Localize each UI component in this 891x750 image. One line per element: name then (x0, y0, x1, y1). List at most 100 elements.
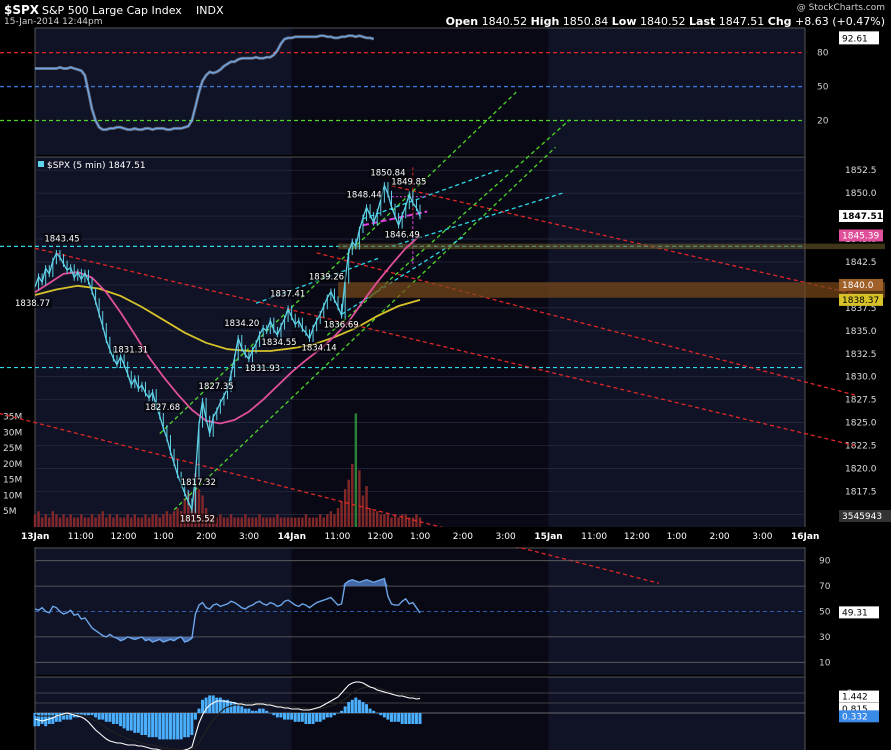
annotation-label: 1834.14 (301, 344, 336, 354)
macd-histogram-bar (372, 710, 376, 713)
macd-histogram-bar (154, 713, 158, 738)
macd-histogram-bar (215, 697, 219, 713)
macd-histogram-bar (411, 713, 415, 724)
volume-bar (304, 514, 308, 527)
volume-bar (80, 514, 83, 527)
ma-pink-line (34, 234, 421, 425)
volume-bar (286, 517, 290, 527)
top-value-tag (839, 31, 879, 45)
volume-bar (219, 514, 222, 527)
volume-bar (73, 517, 76, 527)
macd-histogram-bar (329, 713, 333, 718)
macd-line (34, 681, 421, 750)
macd-histogram-bar (158, 713, 162, 740)
volume-bar (97, 514, 101, 527)
macd-value-label-2: 0.332 (842, 712, 868, 722)
low-value: 1840.52 (640, 15, 686, 28)
volume-bar (343, 489, 347, 527)
volume-bar (144, 514, 147, 527)
annotation-label: 1815.52 (180, 515, 215, 525)
volume-bar (290, 517, 293, 527)
volume-bar (126, 514, 129, 527)
volume-bar (105, 517, 108, 527)
exchange-label: INDX (196, 4, 224, 17)
annotation-bg (43, 233, 82, 244)
volume-bar (322, 517, 325, 527)
volume-bar (62, 514, 65, 527)
main-ytick-1842.5: 1842.5 (845, 258, 877, 268)
series-legend-title: $SPX (5 min) 1847.51 (47, 161, 146, 171)
annotation-label: 1839.26 (309, 273, 344, 283)
macd-histogram-bar (218, 697, 222, 713)
volume-bar (368, 508, 372, 527)
macd-histogram-bar (382, 713, 386, 718)
volume-bar (372, 511, 375, 527)
annotation-label: 1834.20 (224, 319, 259, 329)
macd-histogram-bar (193, 713, 197, 720)
macd-histogram-bar (79, 713, 83, 716)
annotation-bg (390, 176, 429, 187)
chg-value: +8.63 (+0.47%) (795, 15, 885, 28)
macd-histogram-bar (133, 713, 137, 733)
macd-histogram-bar (407, 713, 411, 724)
macd-histogram-bar (101, 713, 105, 720)
macd-histogram-bar (332, 713, 336, 716)
main-ytick-1852.5: 1852.5 (845, 166, 877, 176)
macd-histogram-bar (208, 695, 212, 713)
rsi-level-label-90: 90 (819, 557, 831, 567)
macd-histogram-bar (343, 706, 347, 713)
volume-bar (151, 514, 154, 527)
main-ytick-1825.0: 1825.0 (845, 419, 877, 429)
volume-bar (301, 517, 304, 527)
volume-bar (358, 470, 361, 527)
annotation-bg (345, 189, 384, 200)
chg-label: Chg (767, 15, 792, 28)
macd-histogram-bar (375, 713, 379, 714)
macd-histogram-bar (379, 713, 383, 716)
main-ytick-1827.5: 1827.5 (845, 396, 877, 406)
x-axis-label-3:00: 3:00 (239, 532, 259, 542)
x-axis-label-12:00: 12:00 (111, 532, 137, 542)
macd-histogram-bar (386, 713, 390, 720)
macd-histogram-bar (190, 713, 194, 735)
volume-bar (115, 514, 119, 527)
macd-histogram-bar (94, 713, 98, 718)
macd-histogram-bar (354, 697, 358, 713)
macd-histogram-bar (65, 713, 69, 720)
volume-bar (354, 413, 358, 527)
rsi-overbought-fill (35, 578, 420, 587)
green-channel-lower (173, 146, 556, 511)
volume-bar (386, 514, 390, 527)
volume-bar (390, 517, 393, 527)
macd-histogram-bar (136, 713, 140, 733)
volume-bar (69, 514, 72, 527)
volume-bar (283, 517, 286, 527)
macd-histogram-bar (357, 699, 361, 713)
volume-bar (187, 492, 190, 527)
volume-bar (233, 517, 236, 527)
volume-bar (411, 517, 415, 527)
macd-histogram-bar (361, 702, 365, 713)
macd-histogram-bar (204, 697, 208, 713)
macd-histogram-bar (229, 702, 233, 713)
open-label: Open (445, 15, 479, 28)
macd-histogram-bar (279, 713, 283, 718)
macd-histogram-bar (183, 713, 187, 738)
volume-bar (40, 517, 44, 527)
macd-histogram-bar (297, 713, 301, 722)
annotation-label: 1827.35 (199, 382, 234, 392)
volume-bar (44, 514, 47, 527)
main-ytick-1820.0: 1820.0 (845, 465, 877, 475)
price-tag-bg (839, 293, 883, 306)
volume-bar (258, 514, 261, 527)
volume-bar (55, 514, 58, 527)
volume-bar (400, 514, 404, 527)
macd-histogram-bar (161, 713, 165, 740)
annotation-bg (269, 288, 308, 299)
macd-histogram-bar (104, 713, 108, 722)
price-tag-bg (839, 278, 883, 291)
macd-histogram-bar (247, 708, 251, 713)
volume-bar (155, 514, 158, 527)
macd-histogram-bar (315, 713, 319, 722)
